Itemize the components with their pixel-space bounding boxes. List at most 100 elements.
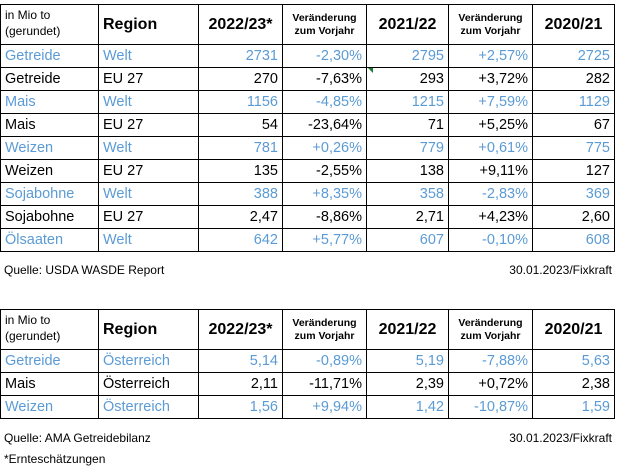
value-2021-22-cell: 2,71 bbox=[366, 205, 449, 229]
value-2020-21-cell: 1129 bbox=[532, 90, 615, 114]
change-header-1: Veränderung zum Vorjahr bbox=[282, 309, 367, 350]
region-cell: EU 27 bbox=[98, 205, 199, 229]
region-cell: Welt bbox=[98, 228, 199, 252]
grain-table-world-eu: in Mio to (gerundet) Region 2022/23* Verä… bbox=[0, 4, 615, 252]
region-header: Region bbox=[98, 309, 199, 350]
change-header-2: Veränderung zum Vorjahr bbox=[448, 4, 533, 45]
change-2-cell: +9,11% bbox=[448, 159, 533, 183]
comment-marker-icon bbox=[368, 68, 373, 73]
change-2-cell: +0,72% bbox=[448, 372, 533, 396]
change-header-2: Veränderung zum Vorjahr bbox=[448, 309, 533, 350]
date-stamp-2: 30.01.2023/Fixkraft bbox=[509, 431, 612, 445]
value-2022-23-cell: 1156 bbox=[198, 90, 283, 114]
change-2-cell: +7,59% bbox=[448, 90, 533, 114]
value-2020-21-cell: 127 bbox=[532, 159, 615, 183]
year-header-2022-23: 2022/23* bbox=[198, 309, 283, 350]
value-2021-22-cell: 138 bbox=[366, 159, 449, 183]
product-cell: Mais bbox=[0, 90, 99, 114]
change-1-cell: +9,94% bbox=[282, 395, 367, 419]
change-2-cell: +5,25% bbox=[448, 113, 533, 137]
region-cell: Österreich bbox=[98, 395, 199, 419]
value-2020-21-cell: 1,59 bbox=[532, 395, 615, 419]
change-1-cell: +8,35% bbox=[282, 182, 367, 206]
region-cell: Welt bbox=[98, 182, 199, 206]
region-cell: Welt bbox=[98, 44, 199, 68]
value-2020-21-cell: 608 bbox=[532, 228, 615, 252]
value-2022-23-cell: 388 bbox=[198, 182, 283, 206]
product-cell: Mais bbox=[0, 113, 99, 137]
value-2021-22-cell: 2,39 bbox=[366, 372, 449, 396]
value-2022-23-cell: 135 bbox=[198, 159, 283, 183]
change-1-cell: -7,63% bbox=[282, 67, 367, 91]
date-stamp-1: 30.01.2023/Fixkraft bbox=[509, 263, 612, 277]
region-cell: EU 27 bbox=[98, 159, 199, 183]
change-1-cell: +0,26% bbox=[282, 136, 367, 160]
product-cell: Sojabohne bbox=[0, 205, 99, 229]
product-cell: Getreide bbox=[0, 44, 99, 68]
header-row: in Mio to (gerundet) Region 2022/23* Verä… bbox=[0, 4, 615, 45]
year-header-2020-21: 2020/21 bbox=[532, 309, 615, 350]
unit-header: in Mio to (gerundet) bbox=[0, 309, 99, 350]
change-2-cell: +3,72% bbox=[448, 67, 533, 91]
value-2022-23-cell: 54 bbox=[198, 113, 283, 137]
change-2-cell: +2,57% bbox=[448, 44, 533, 68]
value-2022-23-cell: 2731 bbox=[198, 44, 283, 68]
value-2020-21-cell: 67 bbox=[532, 113, 615, 137]
change-2-cell: +4,23% bbox=[448, 205, 533, 229]
product-cell: Sojabohne bbox=[0, 182, 99, 206]
change-1-cell: -0,89% bbox=[282, 349, 367, 373]
value-2020-21-cell: 775 bbox=[532, 136, 615, 160]
table-row: Mais Welt 1156 -4,85% 1215 +7,59% 1129 bbox=[0, 90, 615, 114]
unit-header: in Mio to (gerundet) bbox=[0, 4, 99, 45]
change-1-cell: -11,71% bbox=[282, 372, 367, 396]
change-2-cell: -7,88% bbox=[448, 349, 533, 373]
table-row: Ölsaaten Welt 642 +5,77% 607 -0,10% 608 bbox=[0, 228, 615, 252]
table-row: Sojabohne EU 27 2,47 -8,86% 2,71 +4,23% 2,60 bbox=[0, 205, 615, 229]
value-2020-21-cell: 2725 bbox=[532, 44, 615, 68]
region-cell: Österreich bbox=[98, 349, 199, 373]
table-row: Mais EU 27 54 -23,64% 71 +5,25% 67 bbox=[0, 113, 615, 137]
product-cell: Getreide bbox=[0, 349, 99, 373]
value-2021-22-cell: 5,19 bbox=[366, 349, 449, 373]
change-1-cell: -2,55% bbox=[282, 159, 367, 183]
value-2021-22-cell: 1,42 bbox=[366, 395, 449, 419]
value-2021-22-cell: 1215 bbox=[366, 90, 449, 114]
value-2022-23-cell: 2,11 bbox=[198, 372, 283, 396]
change-2-cell: -2,83% bbox=[448, 182, 533, 206]
value-2022-23-cell: 5,14 bbox=[198, 349, 283, 373]
product-cell: Getreide bbox=[0, 67, 99, 91]
value-2021-22-cell: 779 bbox=[366, 136, 449, 160]
value-2020-21-cell: 2,38 bbox=[532, 372, 615, 396]
header-row: in Mio to (gerundet) Region 2022/23* Verä… bbox=[0, 309, 615, 350]
source-ama: Quelle: AMA Getreidebilanz bbox=[4, 431, 151, 445]
value-2022-23-cell: 2,47 bbox=[198, 205, 283, 229]
product-cell: Weizen bbox=[0, 136, 99, 160]
value-2022-23-cell: 1,56 bbox=[198, 395, 283, 419]
region-cell: EU 27 bbox=[98, 67, 199, 91]
value-2022-23-cell: 642 bbox=[198, 228, 283, 252]
region-cell: EU 27 bbox=[98, 113, 199, 137]
value-2022-23-cell: 781 bbox=[198, 136, 283, 160]
value-2020-21-cell: 2,60 bbox=[532, 205, 615, 229]
value-2022-23-cell: 270 bbox=[198, 67, 283, 91]
change-2-cell: -10,87% bbox=[448, 395, 533, 419]
year-header-2022-23: 2022/23* bbox=[198, 4, 283, 45]
value-2021-22-cell: 2795 bbox=[366, 44, 449, 68]
value-2021-22-cell: 71 bbox=[366, 113, 449, 137]
change-2-cell: +0,61% bbox=[448, 136, 533, 160]
value-2020-21-cell: 282 bbox=[532, 67, 615, 91]
value-2021-22-cell: 607 bbox=[366, 228, 449, 252]
change-header-1: Veränderung zum Vorjahr bbox=[282, 4, 367, 45]
change-1-cell: -23,64% bbox=[282, 113, 367, 137]
table-row: Weizen EU 27 135 -2,55% 138 +9,11% 127 bbox=[0, 159, 615, 183]
value-2021-22-cell: 293 bbox=[366, 67, 449, 91]
table-row: Getreide EU 27 270 -7,63% 293 +3,72% 282 bbox=[0, 67, 615, 91]
table-row: Weizen Österreich 1,56 +9,94% 1,42 -10,87% 1,5… bbox=[0, 395, 615, 419]
region-cell: Welt bbox=[98, 90, 199, 114]
table-row: Getreide Österreich 5,14 -0,89% 5,19 -7,88% 5,… bbox=[0, 349, 615, 373]
table-row: Mais Österreich 2,11 -11,71% 2,39 +0,72% 2,38 bbox=[0, 372, 615, 396]
footnote-estimates: *Ernteschätzungen bbox=[4, 452, 106, 466]
change-1-cell: -2,30% bbox=[282, 44, 367, 68]
year-header-2021-22: 2021/22 bbox=[366, 309, 449, 350]
table-row: Getreide Welt 2731 -2,30% 2795 +2,57% 2725 bbox=[0, 44, 615, 68]
